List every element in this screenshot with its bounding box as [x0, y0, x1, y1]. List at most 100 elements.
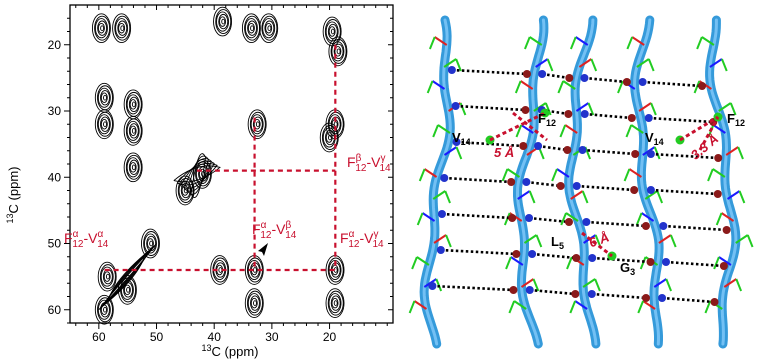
- sidechain: [503, 169, 508, 181]
- oxygen-atom: [508, 214, 516, 222]
- sidechain: [410, 301, 415, 313]
- nitrogen-atom: [538, 70, 546, 78]
- nitrogen-atom: [526, 286, 534, 294]
- oxygen-atom: [509, 286, 517, 294]
- oxygen-atom: [631, 150, 639, 158]
- contour-ring: [106, 274, 109, 279]
- hydrogen-bond: [444, 178, 511, 182]
- hydrogen-bond: [585, 114, 632, 118]
- nitrogen-atom: [662, 258, 670, 266]
- hydrogen-bond: [452, 70, 527, 74]
- nitrogen-atom: [578, 146, 586, 154]
- contour-ring: [132, 102, 135, 107]
- sidechain: [738, 147, 743, 159]
- x-tick-label: 30: [265, 330, 279, 344]
- sidechain: [445, 191, 450, 203]
- sidechain: [638, 301, 643, 313]
- y-tick-label: 40: [48, 170, 62, 184]
- sidechain: [509, 301, 514, 313]
- oxygen-atom: [519, 142, 527, 150]
- contour-ring: [121, 26, 124, 31]
- distance-label-middle: 6 Å: [587, 229, 611, 250]
- oxygen-atom: [623, 78, 631, 86]
- oxygen-atom: [557, 182, 565, 190]
- hydrogen-bond: [651, 190, 718, 194]
- oxygen-atom: [572, 254, 580, 262]
- sidechain: [552, 169, 557, 181]
- nitrogen-atom: [534, 142, 542, 150]
- y-tick-label: 20: [48, 38, 62, 52]
- x-tick-label: 60: [92, 330, 106, 344]
- hydrogen-bond: [662, 298, 714, 302]
- sidechain: [558, 81, 563, 93]
- nitrogen-atom: [647, 150, 655, 158]
- sidechain: [591, 59, 596, 71]
- sidechain: [537, 235, 542, 247]
- oxygen-atom: [523, 70, 531, 78]
- sidechain: [705, 301, 710, 313]
- nitrogen-atom: [580, 74, 588, 82]
- sidechain: [748, 235, 753, 247]
- sidechain: [671, 235, 676, 247]
- x-tick-label: 50: [150, 330, 164, 344]
- nitrogen-atom: [659, 222, 667, 230]
- contour-peak: [98, 262, 116, 291]
- contour-peak: [329, 37, 347, 66]
- oxygen-atom: [647, 258, 655, 266]
- oxygen-atom: [714, 154, 722, 162]
- contour-ring: [253, 268, 256, 273]
- oxygen-atom: [698, 82, 706, 90]
- oxygen-atom: [565, 74, 573, 82]
- sidechain: [506, 257, 511, 269]
- oxygen-atom: [714, 190, 722, 198]
- ribbon-strand: [424, 20, 450, 344]
- contour-ring: [268, 26, 271, 31]
- y-axis-title: 13C (ppm): [5, 167, 21, 224]
- sidechain: [655, 147, 660, 159]
- contour-ring: [132, 128, 135, 133]
- nitrogen-atom: [647, 186, 655, 194]
- hydrogen-bond: [456, 106, 526, 110]
- sidechain: [560, 125, 565, 137]
- contour-ring: [150, 241, 153, 246]
- oxygen-atom: [521, 106, 529, 114]
- contour-ring: [337, 49, 340, 54]
- sidechain: [649, 59, 654, 71]
- nitrogen-atom: [588, 254, 596, 262]
- sidechain: [433, 125, 438, 137]
- contour-ring: [219, 268, 222, 273]
- hydrogen-bond: [538, 146, 567, 150]
- contour-peak: [95, 83, 113, 112]
- nitrogen-atom: [573, 182, 581, 190]
- sidechain: [708, 169, 713, 181]
- sidechain: [436, 279, 441, 291]
- residue-label-v14-right: V14: [645, 130, 664, 147]
- sidechain: [627, 37, 632, 49]
- contour-peak: [95, 110, 113, 139]
- sidechain: [618, 81, 623, 93]
- sidechain: [567, 257, 572, 269]
- hydrogen-bond: [584, 78, 626, 82]
- residue-label-g3: G3: [620, 260, 635, 277]
- hydrogen-bond: [582, 150, 635, 154]
- contour-ring: [222, 19, 225, 24]
- nitrogen-atom: [440, 174, 448, 182]
- plot-frame: [70, 5, 393, 323]
- contour-ring: [251, 26, 254, 31]
- sidechain: [457, 147, 462, 159]
- annotation-f12b-v14g: Fβ 12-Vγ 14: [347, 153, 391, 174]
- hydrogen-bond: [441, 250, 517, 254]
- contour-peak: [214, 7, 232, 36]
- sidechain: [534, 279, 539, 291]
- contour-peak: [92, 14, 110, 43]
- sidechain: [588, 103, 593, 115]
- contour-peak: [260, 14, 278, 43]
- sidechain: [641, 257, 646, 269]
- sidechain: [717, 213, 722, 225]
- nmr-spectrum-panel: 60 50 40 30 20 2030405060 13C (ppm) 13C (ppm…: [5, 5, 393, 359]
- sidechain: [548, 59, 553, 71]
- contour-peak: [245, 289, 263, 318]
- y-axis-title-sup: 13: [5, 213, 15, 223]
- hydrogen-bond: [530, 290, 576, 294]
